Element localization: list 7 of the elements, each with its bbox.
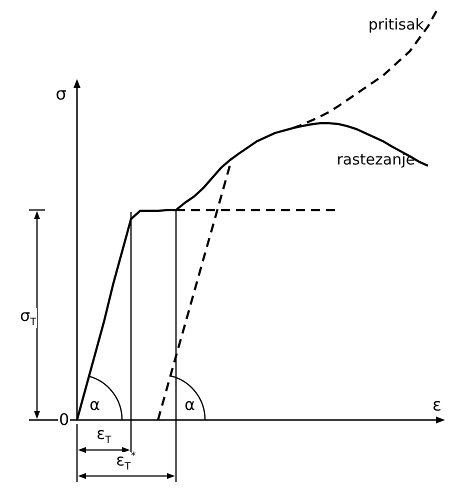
x-axis-title: ε	[432, 395, 442, 416]
text: 0	[58, 410, 70, 429]
y-axis-title: σ	[56, 84, 67, 104]
text: σ$_{T}$	[19, 306, 38, 328]
series-label: rastezanje	[336, 150, 415, 169]
series-label: pritisak	[368, 15, 424, 34]
annotation: α	[184, 395, 196, 414]
